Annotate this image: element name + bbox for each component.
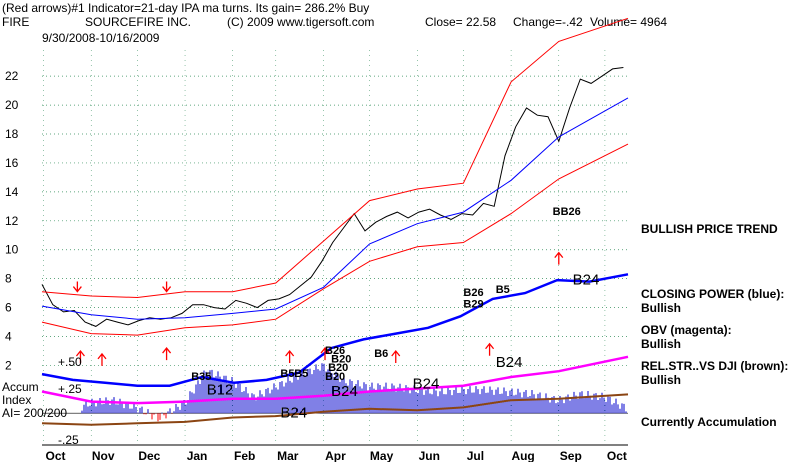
index-label: Index — [2, 393, 32, 407]
obv-label: OBV (magenta): — [641, 323, 732, 337]
signal-label: B20 — [328, 362, 348, 374]
ai-score: AI= 200/200 — [2, 406, 68, 420]
x-tick-label: Feb — [234, 449, 255, 462]
volume-value: Volume= 4964 — [590, 15, 668, 29]
x-tick-label: Oct — [607, 449, 627, 462]
buy-arrow — [97, 352, 107, 366]
accumulation-state: Currently Accumulation — [641, 415, 777, 429]
y-tick-label: 10 — [5, 243, 19, 257]
x-tick-label: Mar — [277, 449, 299, 462]
y-tick-label: 18 — [5, 127, 19, 141]
signal-label: B5 — [294, 368, 308, 380]
signal-label: B24 — [331, 383, 358, 400]
signal-label: B24 — [413, 376, 440, 393]
rel-strength-state: Bullish — [641, 373, 682, 387]
series-line-4 — [41, 273, 629, 387]
accum-level-mid: +.25 — [58, 382, 82, 396]
signal-label: BB26 — [553, 206, 581, 218]
x-tick-label: May — [370, 449, 394, 462]
series-lines — [41, 17, 629, 426]
indicator-note: (Red arrows)#1 Indicator=21-day IPA ma t… — [2, 1, 370, 15]
x-tick-label: Oct — [46, 449, 66, 462]
signal-label: B29 — [463, 299, 483, 311]
series-line-1 — [41, 17, 629, 299]
accum-label: Accum — [2, 380, 39, 394]
y-tick-label: 16 — [5, 156, 19, 170]
y-tick-label: 20 — [5, 98, 19, 112]
signal-label: B24 — [496, 354, 523, 371]
copyright-notice: (C) 2009 www.tigersoft.com — [227, 15, 375, 29]
series-line-2 — [41, 143, 629, 336]
obv-state: Bullish — [641, 337, 682, 351]
buy-arrow — [391, 349, 401, 363]
close-value: Close= 22.58 — [425, 15, 497, 29]
x-tick-label: Dec — [138, 449, 160, 462]
series-line-6 — [41, 393, 629, 426]
change-value: Change=-.42 — [513, 15, 583, 29]
x-tick-label: Jul — [467, 449, 484, 462]
rel-strength-label: REL.STR..VS DJI (brown): — [641, 359, 789, 373]
buy-arrow — [485, 342, 495, 356]
sell-arrow — [162, 281, 172, 293]
buy-arrow — [75, 349, 85, 363]
x-tick-label: Jun — [419, 449, 440, 462]
y-tick-label: 6 — [5, 301, 12, 315]
x-tick-label: Aug — [511, 449, 534, 462]
series-line-3 — [41, 97, 629, 320]
signal-label: B24 — [280, 405, 307, 422]
signal-label: B5 — [496, 284, 510, 296]
signal-label: B26 — [325, 345, 345, 357]
signal-label: B26 — [463, 287, 483, 299]
signal-label: B5 — [280, 368, 294, 380]
signal-label: B20 — [325, 371, 345, 383]
x-tick-label: Apr — [325, 449, 346, 462]
signal-label: B20 — [331, 354, 351, 366]
closing-power-state: Bullish — [641, 301, 682, 315]
y-tick-label: 14 — [5, 185, 19, 199]
signal-label: B6 — [374, 348, 388, 360]
y-tick-label: 8 — [5, 272, 12, 286]
series-line-5 — [41, 355, 629, 405]
buy-arrow — [554, 251, 564, 265]
x-tick-label: Jan — [187, 449, 208, 462]
buy-arrow — [320, 347, 330, 361]
signal-arrows — [72, 251, 564, 366]
y-tick-label: 22 — [5, 69, 19, 83]
grid-lines — [42, 50, 628, 445]
accum-level-hi: +.50 — [58, 355, 82, 369]
trend-label: BULLISH PRICE TREND — [641, 222, 778, 236]
signal-label: B35 — [191, 371, 211, 383]
series-line-0 — [41, 67, 624, 327]
x-tick-labels: Oct Nov Dec Jan Feb Mar Apr May Jun Jul Aug Sep Oct — [46, 449, 627, 462]
signal-label: B24 — [573, 271, 600, 288]
company-name: SOURCEFIRE INC. — [85, 15, 192, 29]
ticker-symbol: FIRE — [2, 15, 30, 29]
y-tick-label: 4 — [5, 330, 12, 344]
y-tick-label: 2 — [5, 358, 12, 372]
x-tick-label: Nov — [92, 449, 115, 462]
date-range: 9/30/2008-10/16/2009 — [42, 31, 160, 45]
accum-level-lo: -.25 — [58, 433, 79, 447]
x-tick-label: Sep — [560, 449, 582, 462]
buy-arrow — [162, 347, 172, 361]
buy-arrow — [285, 349, 295, 363]
y-tick-labels: 2 4 6 8 10 12 14 16 18 20 22 — [5, 69, 19, 372]
signal-label: B12 — [207, 381, 234, 398]
closing-power-label: CLOSING POWER (blue): — [641, 287, 785, 301]
y-tick-label: 12 — [5, 214, 19, 228]
sell-arrow — [72, 281, 82, 293]
